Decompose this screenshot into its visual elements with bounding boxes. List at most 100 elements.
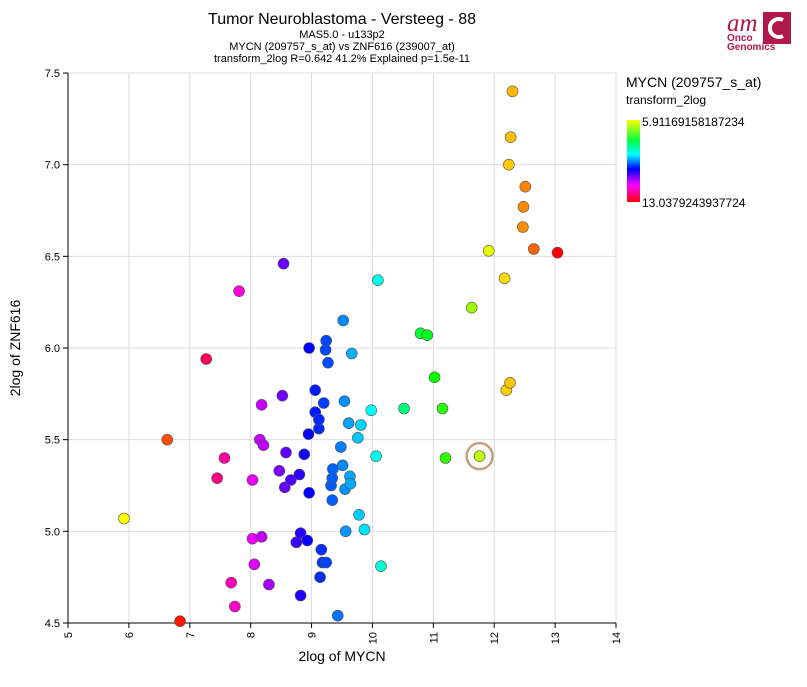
data-point (225, 576, 237, 589)
data-point (293, 468, 306, 481)
data-point (263, 578, 275, 591)
logo-text: Onco Genomics (727, 33, 776, 53)
data-point (439, 452, 452, 464)
y-axis-ticks: 4.5 5.0 5.5 6.0 6.5 7.0 7.5 (45, 68, 68, 630)
data-point (322, 356, 334, 369)
data-point (473, 450, 486, 462)
legend-max-label: 5.91169158187234 (642, 115, 745, 129)
data-point (337, 314, 350, 327)
data-point (229, 600, 241, 613)
x-tick-label: 14 (611, 632, 623, 644)
y-axis-label: 2log of ZNF616 (7, 300, 23, 397)
y-tick-label: 5.5 (45, 435, 60, 447)
data-point (331, 609, 344, 622)
logo-text-genomics: Genomics (727, 42, 776, 53)
data-point (506, 85, 519, 98)
data-point (294, 589, 307, 602)
x-axis-ticks: 5 6 7 8 9 10 11 12 13 14 (63, 623, 623, 644)
highlight-ring (465, 441, 494, 471)
data-point (353, 509, 365, 521)
y-tick-label: 6.5 (45, 251, 60, 263)
chart-subtitle-2: MYCN (209757_s_at) vs ZNF616 (239007_at) (229, 41, 455, 53)
data-point (277, 257, 290, 270)
logo-text-onco: Onco (727, 33, 753, 44)
data-point (320, 556, 332, 569)
c-logo-icon (763, 12, 791, 44)
data-point (375, 560, 387, 572)
data-points (118, 85, 564, 627)
data-point (280, 446, 292, 459)
data-point (344, 477, 357, 490)
data-point (257, 439, 270, 451)
data-point (303, 342, 315, 354)
data-point (327, 463, 339, 475)
data-point (336, 459, 349, 472)
legend-title: MYCN (209757_s_at) (626, 74, 762, 90)
data-point (118, 512, 130, 525)
data-point (273, 465, 286, 477)
x-tick-label: 12 (489, 632, 501, 644)
data-point (320, 334, 332, 347)
chart-subtitle-1: MAS5.0 - u133p2 (299, 29, 385, 41)
data-point (372, 274, 384, 286)
data-point (255, 399, 268, 411)
data-point (358, 523, 371, 536)
data-point (276, 389, 289, 402)
data-point (517, 221, 529, 233)
data-point (174, 615, 186, 627)
data-point (527, 243, 540, 255)
legend-subtitle: transform_2log (626, 93, 707, 107)
x-tick-label: 11 (428, 632, 440, 643)
data-point (342, 417, 355, 429)
data-point (428, 371, 441, 384)
data-point (398, 402, 410, 415)
data-point (436, 402, 449, 415)
legend-min-label: 13.0379243937724 (642, 196, 746, 210)
chart-subtitle-3: transform_2log R=0.642 41.2% Explained p… (213, 53, 471, 65)
x-tick-label: 7 (185, 632, 197, 638)
y-tick-label: 7.5 (45, 68, 60, 80)
data-point (285, 474, 297, 486)
data-point (218, 452, 231, 464)
data-point (338, 395, 351, 407)
color-scale-bar (627, 120, 640, 202)
data-point (504, 131, 517, 143)
data-point (551, 246, 564, 259)
data-point (211, 472, 223, 484)
data-point (315, 543, 328, 556)
data-point (302, 428, 315, 440)
data-point (421, 329, 434, 341)
x-tick-label: 6 (124, 632, 136, 638)
data-point (365, 404, 378, 417)
data-point (248, 558, 261, 571)
data-point (504, 377, 516, 389)
data-point (294, 527, 307, 539)
data-point (246, 474, 259, 486)
x-tick-label: 10 (367, 632, 379, 644)
x-tick-label: 8 (246, 632, 258, 638)
x-tick-label: 13 (550, 632, 562, 644)
data-point (498, 272, 511, 285)
chart-title: Tumor Neuroblastoma - Versteeg - 88 (208, 11, 476, 28)
x-tick-label: 5 (63, 632, 75, 638)
data-point (317, 397, 330, 409)
data-point (301, 534, 314, 547)
data-point (519, 180, 532, 193)
data-point (233, 285, 245, 297)
data-point (482, 245, 495, 257)
y-tick-label: 5.0 (45, 526, 60, 538)
data-point (326, 494, 339, 506)
data-point (161, 433, 174, 446)
data-point (355, 419, 367, 431)
data-point (314, 571, 326, 583)
data-point (309, 384, 322, 396)
data-point (255, 531, 268, 543)
y-tick-label: 6.0 (45, 343, 60, 355)
data-point (370, 450, 382, 462)
data-point (334, 441, 347, 453)
amc-logo[interactable]: am Onco Genomics (723, 10, 795, 54)
data-point (503, 158, 515, 171)
data-point (517, 201, 530, 213)
data-point (200, 353, 213, 365)
